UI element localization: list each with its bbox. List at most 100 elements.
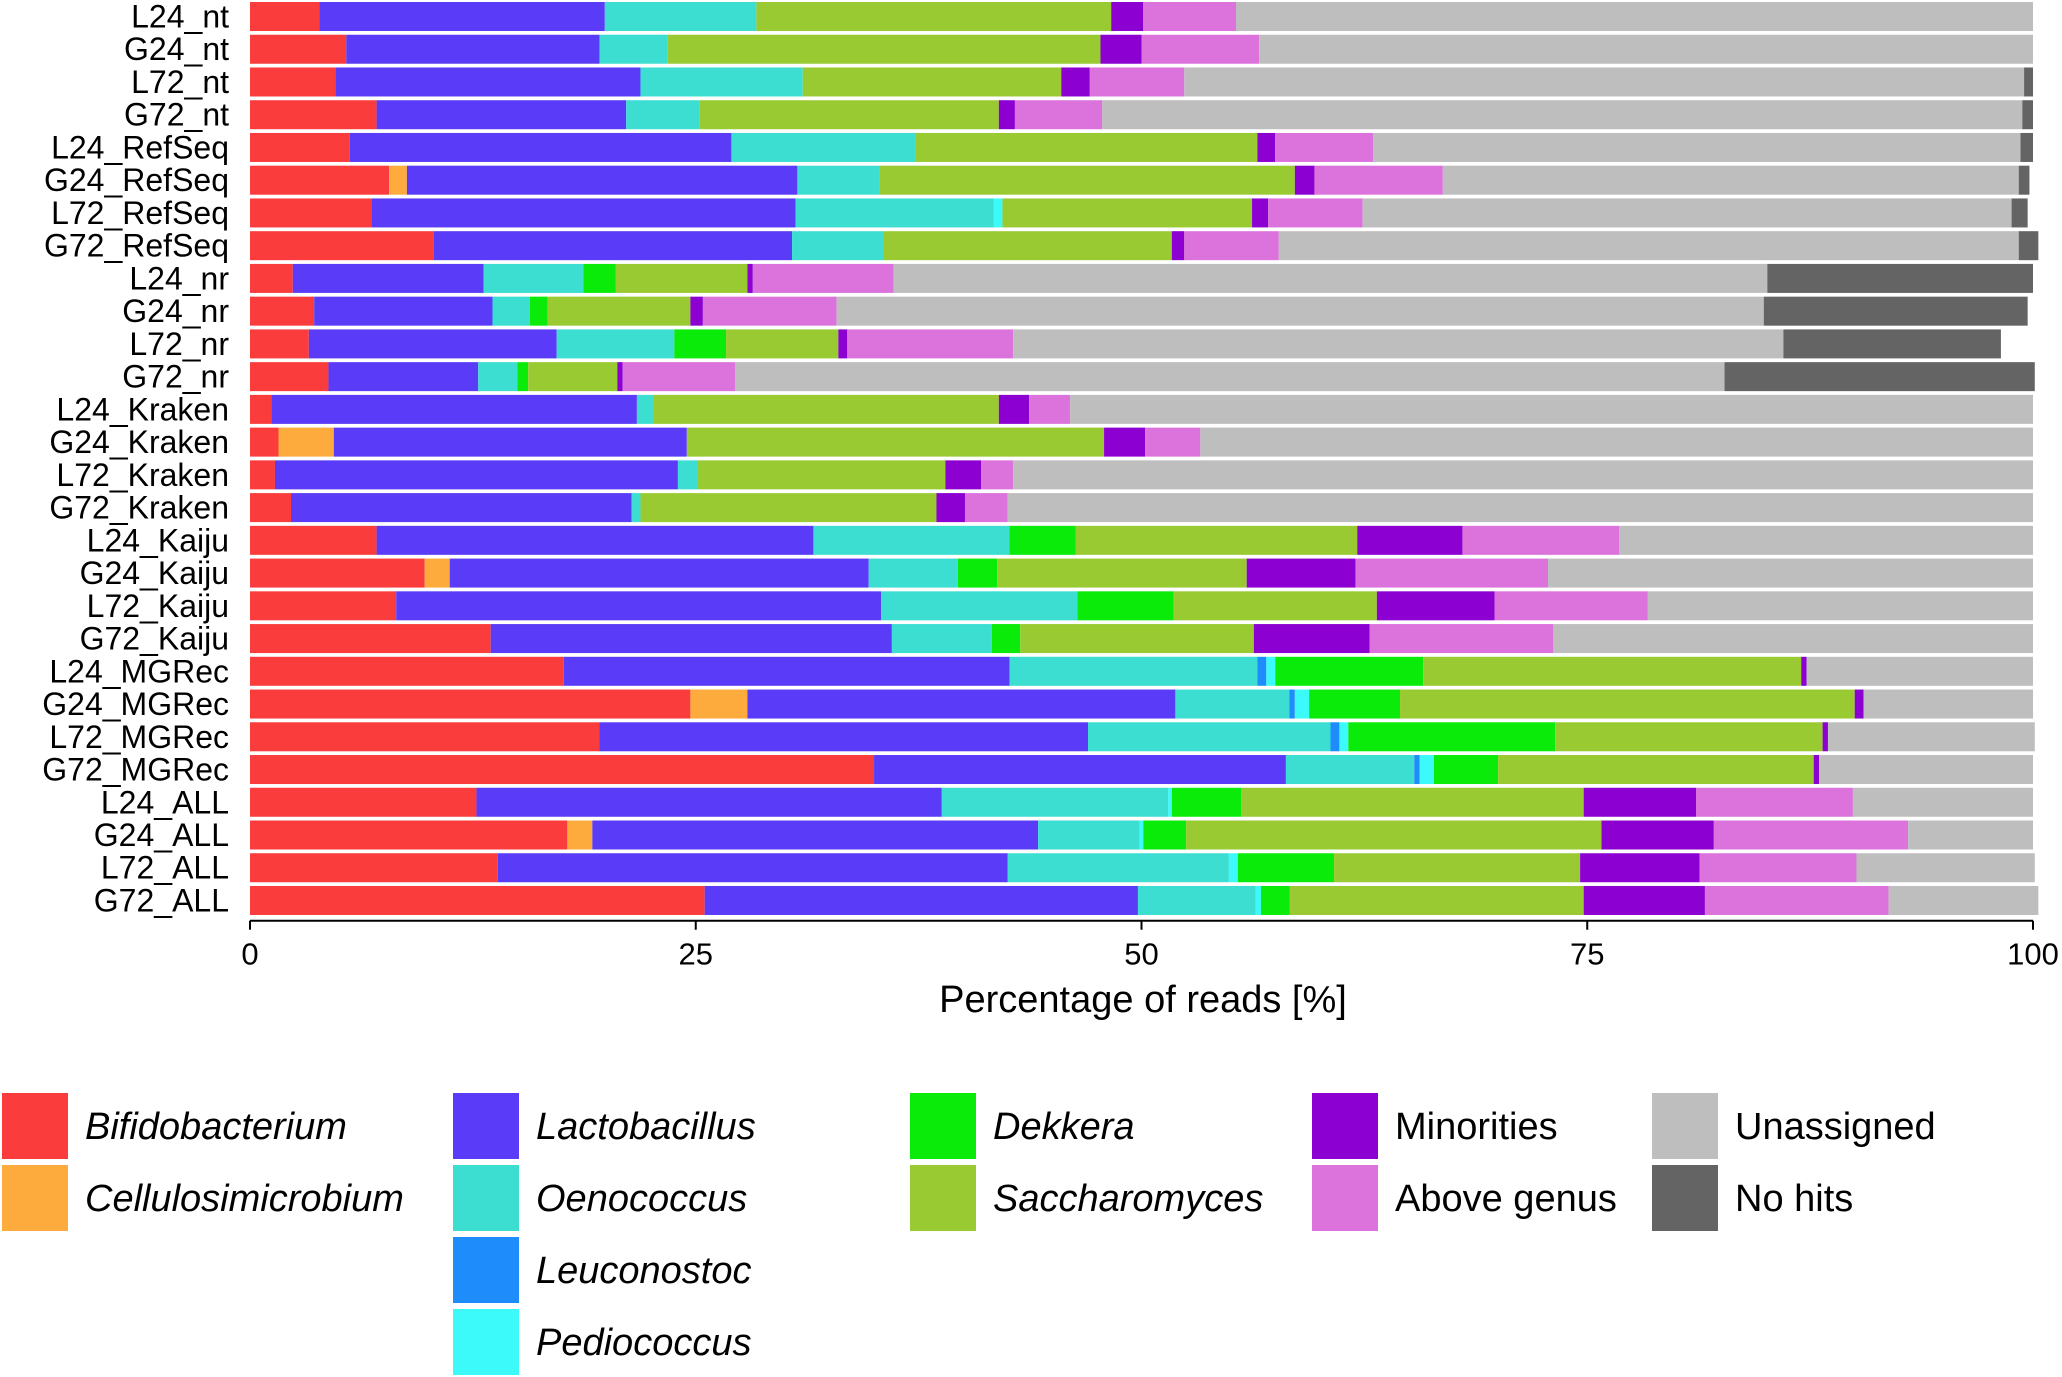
bar-segment	[291, 493, 632, 523]
bar-segment	[567, 820, 593, 850]
bar-segment	[617, 362, 623, 392]
bar-segment	[667, 34, 1101, 64]
bar-segment	[250, 755, 875, 785]
y-tick-label: L72_Kraken	[56, 457, 229, 493]
bar-segment	[1583, 885, 1705, 915]
y-tick-label: G72_nt	[124, 97, 229, 133]
bar-segment	[1013, 329, 1784, 359]
bar-segment	[1029, 394, 1071, 424]
y-tick-label: G24_nr	[122, 293, 229, 329]
bar-segment	[2011, 198, 2028, 228]
bar-segment	[490, 624, 892, 654]
bar-segment	[529, 296, 548, 326]
bar-segment	[697, 460, 946, 490]
bar-segment	[882, 231, 1172, 261]
bar-segment	[1184, 231, 1279, 261]
bar-segment	[371, 198, 796, 228]
bar-segment	[874, 755, 1286, 785]
bar-segment	[250, 394, 272, 424]
bar-segment	[250, 493, 292, 523]
bar-segment	[802, 67, 1062, 97]
y-tick-label: G72_MGRec	[42, 752, 229, 788]
bar-segment	[271, 394, 637, 424]
bar-segment	[1228, 853, 1238, 883]
x-tick-label: 50	[1124, 937, 1158, 972]
bar-segment	[1819, 755, 2033, 785]
bar-segment	[1801, 656, 1807, 686]
bar-segment	[1423, 656, 1802, 686]
bar-segment	[599, 34, 668, 64]
bar-segment	[1009, 656, 1258, 686]
bar-segment	[1442, 165, 2019, 195]
y-tick-label: G72_nr	[122, 359, 229, 395]
bar-segment	[631, 493, 641, 523]
y-tick-label: G24_RefSeq	[44, 162, 229, 198]
bar-segment	[1100, 34, 1142, 64]
bar-segment	[250, 329, 309, 359]
bar-segment	[1002, 198, 1253, 228]
y-tick-label: L72_MGRec	[49, 719, 229, 755]
bar-segment	[250, 853, 498, 883]
bar-segment	[346, 34, 600, 64]
bar-segment	[563, 656, 1010, 686]
y-axis-labels: L24_ntG24_ntL72_ntG72_ntL24_RefSeqG24_Re…	[42, 0, 229, 918]
y-tick-label: G24_ALL	[94, 817, 229, 853]
bar-segment	[1888, 885, 2039, 915]
bar-segment	[250, 460, 275, 490]
bar-segment	[396, 591, 882, 621]
bar-segment	[556, 329, 675, 359]
bar-segment	[483, 263, 584, 293]
bar-segment	[1494, 591, 1648, 621]
bar-segment	[517, 362, 529, 392]
bar-segment	[1355, 558, 1549, 588]
y-tick-label: L24_Kraken	[56, 391, 229, 427]
bar-segment	[847, 329, 1014, 359]
bar-segment	[1647, 591, 2033, 621]
y-tick-label: G24_nt	[124, 31, 229, 67]
bar-segment	[998, 394, 1030, 424]
y-tick-label: L72_nt	[131, 64, 229, 100]
bar-segment	[250, 132, 350, 162]
bar-segment	[1173, 591, 1377, 621]
bar-segment	[1369, 624, 1554, 654]
bar-segment	[1763, 296, 2028, 326]
x-axis-title: Percentage of reads [%]	[939, 979, 1347, 1021]
bar-segment	[1285, 755, 1415, 785]
bar-segment	[1783, 329, 2001, 359]
bar-segment	[1462, 525, 1620, 555]
y-tick-label: L72_Kaiju	[87, 588, 229, 624]
bar-segment	[677, 460, 698, 490]
y-tick-label: G24_MGRec	[42, 686, 229, 722]
bar-segment	[1275, 132, 1374, 162]
y-tick-label: G24_Kraken	[49, 424, 229, 460]
bar-segment	[1555, 722, 1823, 752]
bar-segment	[1186, 820, 1602, 850]
bar-segment	[731, 132, 916, 162]
bar-segment	[652, 394, 999, 424]
bar-segment	[1330, 722, 1340, 752]
bar-segment	[250, 2, 320, 31]
bar-segment	[797, 165, 880, 195]
bar-segment	[756, 2, 1112, 31]
bar-segment	[1348, 722, 1556, 752]
y-tick-label: L24_ALL	[101, 784, 229, 820]
legend-swatch	[2, 1093, 68, 1159]
bar-segment	[636, 394, 653, 424]
bar-segment	[1184, 67, 2025, 97]
bar-segment	[734, 362, 1725, 392]
bar-segment	[795, 198, 994, 228]
legend-swatch	[453, 1093, 519, 1159]
legend-swatch	[1652, 1165, 1718, 1231]
legend-label: Oenococcus	[536, 1178, 747, 1220]
bar-segment	[1433, 755, 1499, 785]
bar-segment	[250, 591, 397, 621]
y-tick-label: L72_RefSeq	[51, 195, 229, 231]
bar-segment	[604, 2, 757, 31]
bar-segment	[1139, 820, 1144, 850]
bar-segment	[278, 427, 334, 457]
bar-segment	[1806, 656, 2033, 686]
bar-segment	[1061, 67, 1090, 97]
legend-swatch	[453, 1309, 519, 1375]
bar-segment	[1089, 67, 1185, 97]
bar-segment	[335, 67, 641, 97]
